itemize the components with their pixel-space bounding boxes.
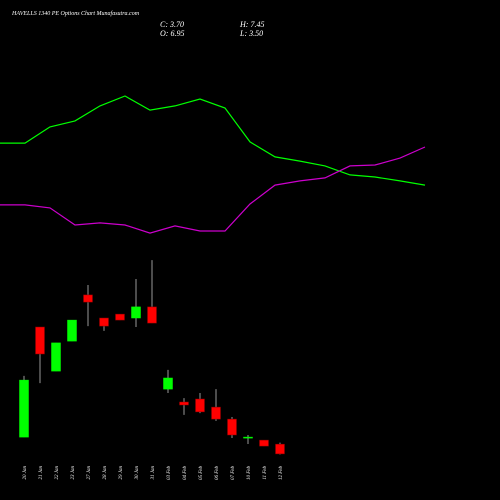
x-tick-label: 21 Jan xyxy=(39,466,44,480)
candle-body xyxy=(35,326,45,355)
close-label: C: 3.70 xyxy=(160,20,184,29)
x-tick-label: 04 Feb xyxy=(183,466,188,481)
open-label: O: 6.95 xyxy=(160,29,184,38)
chart-title: HAVELLS 1340 PE Options Chart Munafasutr… xyxy=(11,10,140,17)
x-tick-label: 28 Jan xyxy=(103,466,108,480)
x-tick-label: 23 Jan xyxy=(71,466,76,480)
candle-body xyxy=(51,342,61,372)
candle-body xyxy=(83,294,93,303)
candle-body xyxy=(19,379,29,438)
candle-body xyxy=(131,306,141,319)
low-label: L: 3.50 xyxy=(239,29,263,38)
x-tick-label: 29 Jan xyxy=(119,466,124,480)
x-tick-label: 12 Feb xyxy=(279,466,284,481)
candle-body xyxy=(211,406,221,420)
x-tick-label: 22 Jan xyxy=(55,466,60,480)
candle-body xyxy=(115,313,125,321)
indicator-line xyxy=(0,95,426,186)
candle-body xyxy=(243,436,253,439)
candle-body xyxy=(195,398,205,413)
candle-body xyxy=(259,439,269,447)
x-tick-label: 06 Feb xyxy=(215,466,220,481)
high-label: H: 7.45 xyxy=(239,20,264,29)
indicator-line xyxy=(0,146,426,234)
x-tick-label: 30 Jan xyxy=(135,466,140,480)
candle-body xyxy=(147,306,157,324)
x-tick-label: 20 Jan xyxy=(23,466,28,480)
x-tick-label: 05 Feb xyxy=(199,466,204,481)
x-tick-label: 31 Jan xyxy=(151,466,156,480)
candle-body xyxy=(227,418,237,436)
candle-body xyxy=(67,319,77,342)
candle-body xyxy=(99,317,109,327)
x-tick-label: 03 Feb xyxy=(167,466,172,481)
x-tick-label: 11 Feb xyxy=(263,466,268,480)
candle-body xyxy=(275,443,285,455)
x-tick-label: 27 Jan xyxy=(87,466,92,480)
x-tick-label: 10 Feb xyxy=(247,466,252,481)
candle-body xyxy=(179,401,189,406)
candle-body xyxy=(163,377,173,390)
x-tick-label: 07 Feb xyxy=(231,466,236,481)
